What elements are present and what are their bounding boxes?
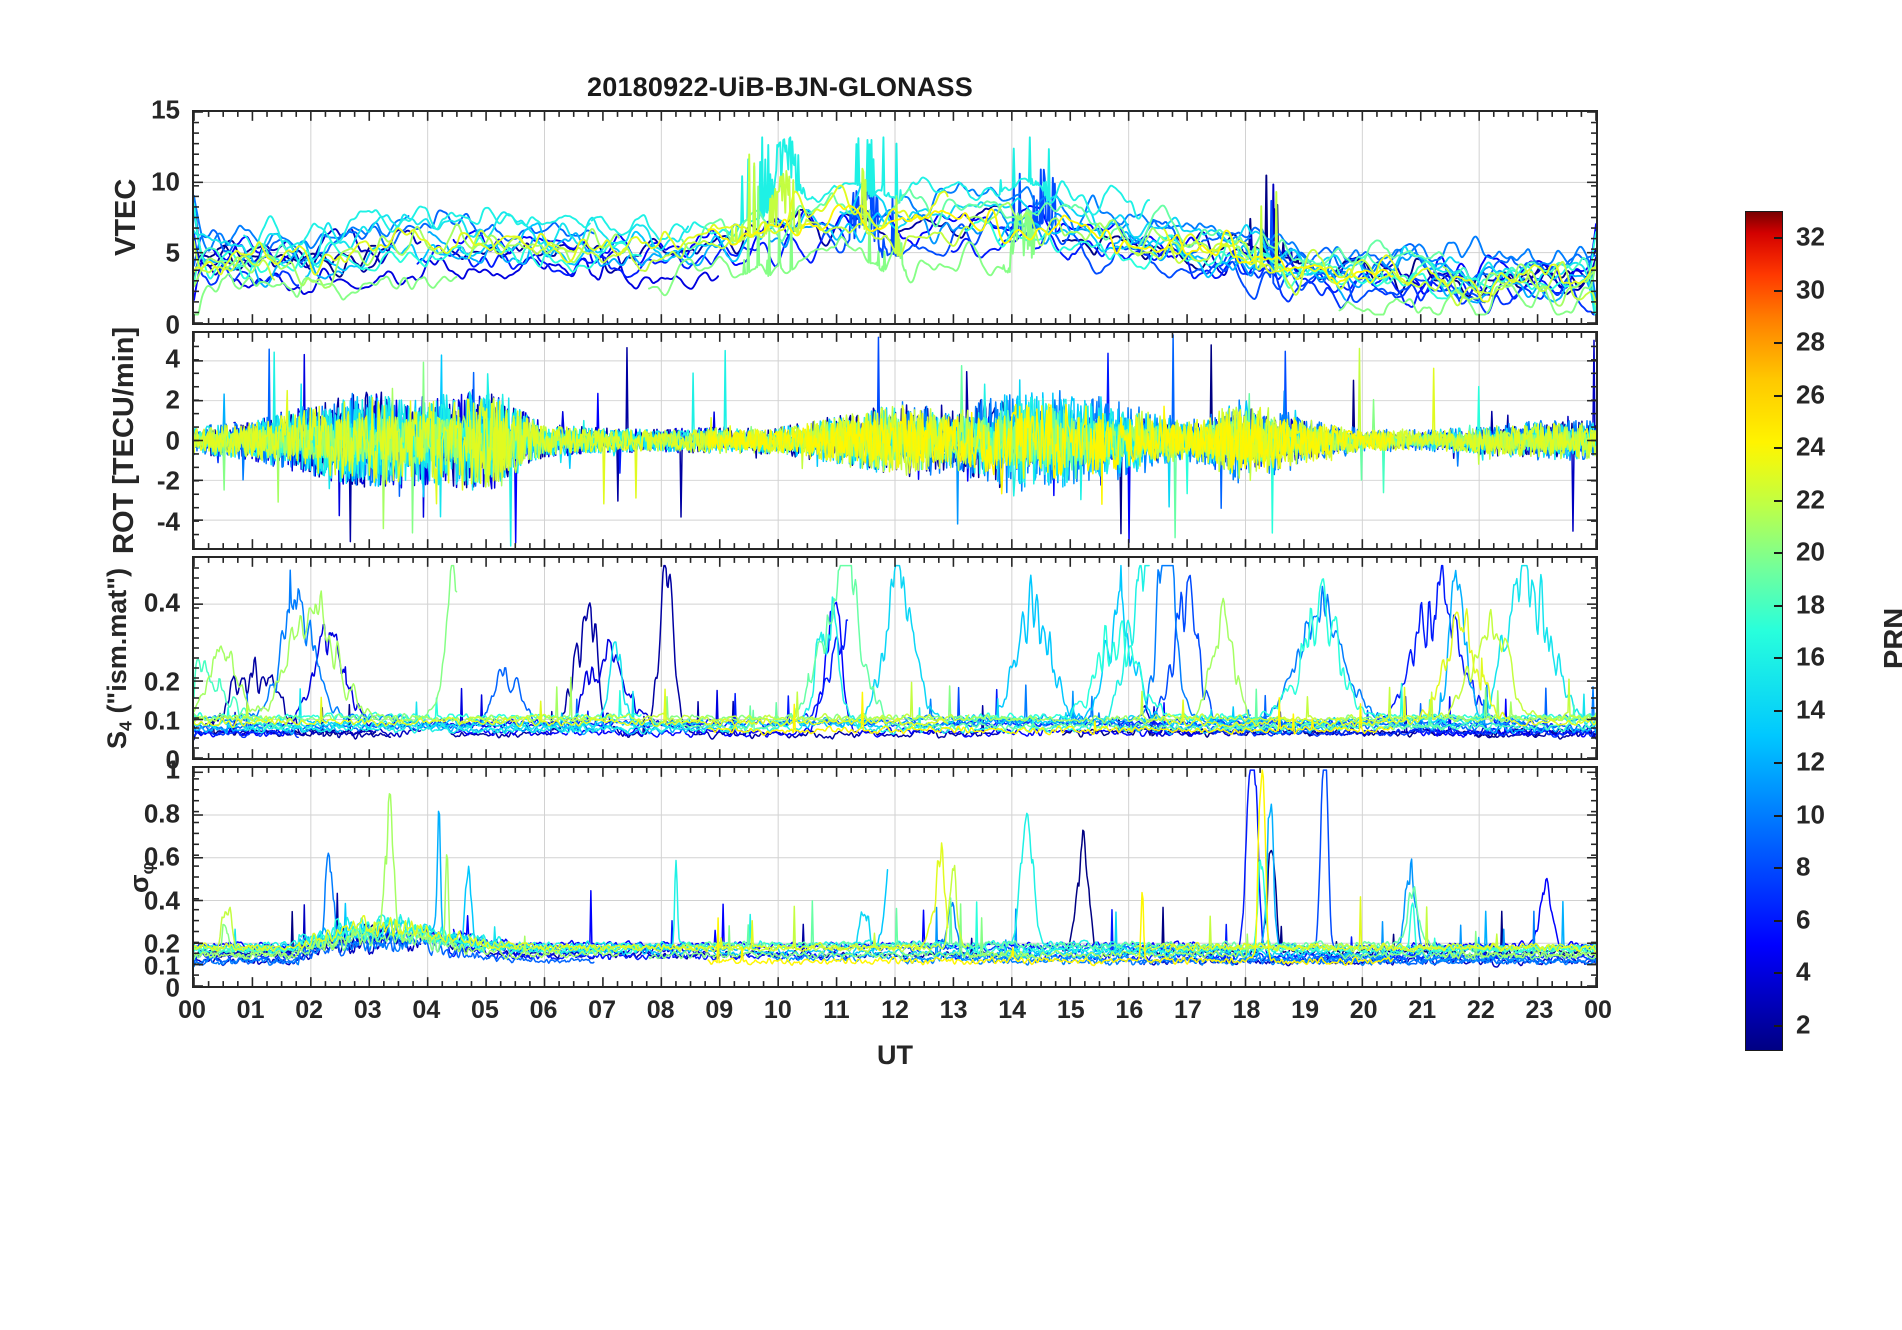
colorbar-tick-mark (1774, 237, 1783, 240)
y-tick-label-vtec: 0 (165, 309, 180, 340)
y-axis-label-s4: S4 ("ism.mat") (102, 567, 136, 749)
colorbar-tick-mark (1774, 289, 1783, 292)
x-tick-label: 07 (588, 996, 616, 1024)
x-tick-label: 13 (939, 996, 968, 1024)
x-tick-label: 04 (412, 996, 441, 1024)
x-tick-label: 20 (1349, 996, 1378, 1024)
colorbar-tick-mark (1774, 919, 1783, 922)
y-tick-label-rot: -2 (156, 465, 180, 496)
colorbar-tick-mark (1774, 709, 1783, 712)
colorbar-tick-label: 30 (1796, 274, 1825, 305)
x-tick-label: 22 (1466, 996, 1495, 1024)
y-tick-label-sigmaphi: 0.1 (143, 950, 180, 981)
colorbar-tick-label: 26 (1796, 379, 1825, 410)
y-tick-label-s4: 0 (165, 744, 180, 775)
y-tick-label-rot: 2 (165, 384, 180, 415)
x-tick-label: 00 (178, 996, 206, 1024)
plot-panel-s4[interactable] (192, 556, 1598, 760)
colorbar-tick-mark (1774, 814, 1783, 817)
colorbar-tick-label: 20 (1796, 536, 1825, 567)
colorbar-tick-label: 14 (1796, 694, 1825, 725)
colorbar-tick-label: 6 (1796, 904, 1811, 935)
colorbar-tick-mark (1774, 499, 1783, 502)
colorbar-tick-mark (1774, 604, 1783, 607)
y-tick-label-sigmaphi: 0.8 (143, 798, 180, 829)
colorbar-tick-label: 2 (1796, 1009, 1811, 1040)
x-tick-label: 11 (823, 996, 850, 1024)
y-axis-label-rot: ROT [TECU/min] (108, 326, 140, 554)
colorbar-tick-label: 18 (1796, 589, 1825, 620)
x-tick-label: 16 (1115, 996, 1144, 1024)
plot-panel-vtec[interactable] (192, 110, 1598, 325)
x-tick-label: 02 (295, 996, 324, 1024)
colorbar-tick-mark (1774, 394, 1783, 397)
x-tick-label: 08 (646, 996, 675, 1024)
x-tick-label: 01 (236, 996, 265, 1024)
x-tick-label: 23 (1525, 996, 1554, 1024)
y-tick-label-s4: 0.1 (143, 705, 180, 736)
plot-panel-rot[interactable] (192, 331, 1598, 550)
y-tick-label-rot: -4 (156, 506, 180, 537)
x-tick-label: 12 (881, 996, 909, 1024)
y-tick-label-sigmaphi: 0 (165, 972, 180, 1003)
x-tick-label: 15 (1056, 996, 1085, 1024)
colorbar-tick-label: 16 (1796, 641, 1825, 672)
colorbar-tick-mark (1774, 1024, 1783, 1027)
x-tick-label: 06 (529, 996, 558, 1024)
colorbar-axis-label: PRN (1879, 607, 1902, 669)
y-tick-label-s4: 0.2 (143, 666, 180, 697)
y-axis-label-vtec: VTEC (110, 178, 142, 256)
colorbar-tick-label: 22 (1796, 484, 1825, 515)
y-axis-label-sigmaphi: σφ (124, 861, 158, 893)
colorbar-tick-label: 28 (1796, 326, 1825, 357)
colorbar-tick-label: 8 (1796, 851, 1811, 882)
x-tick-label: 03 (353, 996, 382, 1024)
colorbar-tick-label: 4 (1796, 956, 1811, 987)
colorbar-tick-mark (1774, 552, 1783, 555)
colorbar-tick-mark (1774, 867, 1783, 870)
x-tick-label: 19 (1291, 996, 1319, 1024)
y-tick-label-sigmaphi: 0.6 (143, 841, 180, 872)
colorbar-tick-label: 24 (1796, 431, 1825, 462)
y-tick-label-vtec: 5 (165, 237, 180, 268)
figure-title: 20180922-UiB-BJN-GLONASS (587, 72, 973, 102)
y-tick-label-vtec: 10 (151, 166, 180, 197)
x-tick-label: 00 (1584, 996, 1612, 1024)
x-tick-label: 17 (1174, 996, 1202, 1024)
colorbar-tick-label: 32 (1796, 221, 1825, 252)
y-tick-label-sigmaphi: 1 (165, 754, 180, 785)
colorbar-tick-label: 10 (1796, 799, 1825, 830)
colorbar-tick-mark (1774, 342, 1783, 345)
colorbar-tick-mark (1774, 447, 1783, 450)
colorbar-gradient (1745, 211, 1783, 1051)
colorbar-tick-mark (1774, 762, 1783, 765)
y-tick-label-rot: 0 (165, 425, 180, 455)
colorbar-tick-label: 12 (1796, 746, 1825, 777)
colorbar-tick-mark (1774, 657, 1783, 660)
colorbar-tick-mark (1774, 972, 1783, 975)
plot-panel-sigmaphi[interactable] (192, 766, 1598, 988)
y-tick-label-rot: 4 (165, 343, 180, 374)
y-tick-label-vtec: 15 (151, 94, 180, 125)
x-tick-label: 21 (1408, 996, 1437, 1024)
x-tick-label: 10 (763, 996, 792, 1024)
x-tick-label: 18 (1232, 996, 1261, 1024)
y-tick-label-sigmaphi: 0.2 (143, 928, 180, 959)
y-tick-label-s4: 0.4 (143, 587, 180, 618)
x-tick-label: 14 (998, 996, 1027, 1024)
y-tick-label-sigmaphi: 0.4 (143, 885, 180, 916)
x-tick-label: 09 (705, 996, 734, 1024)
x-axis-label: UT (877, 1040, 913, 1070)
colorbar[interactable] (1745, 211, 1783, 1051)
x-tick-label: 05 (471, 996, 499, 1024)
